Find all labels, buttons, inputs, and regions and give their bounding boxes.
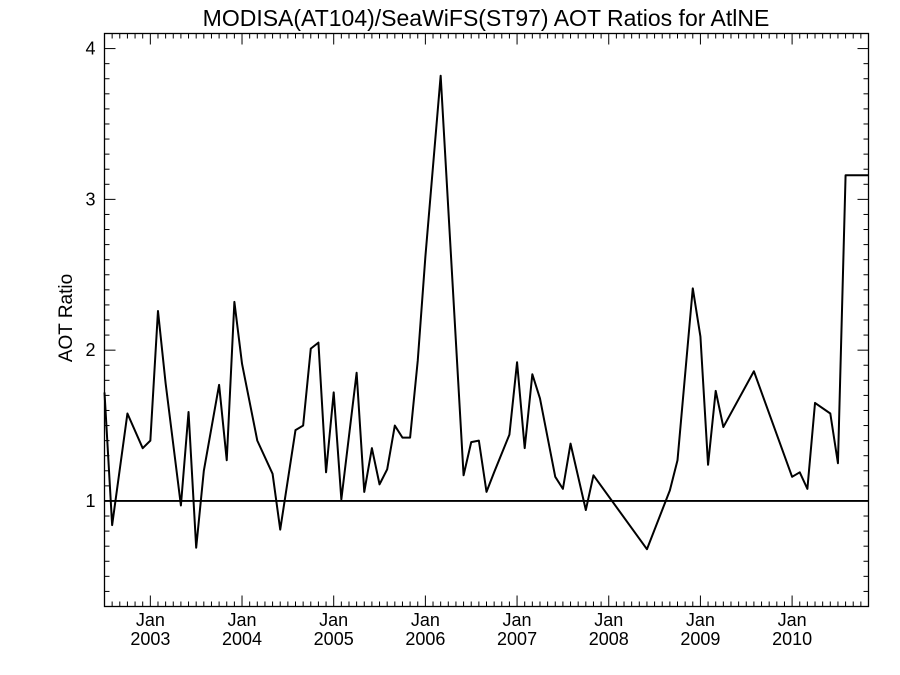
y-tick-label: 3	[85, 189, 95, 209]
plot-frame	[103, 32, 870, 608]
x-tick-year-label: 2007	[497, 629, 537, 649]
x-tick-month-label: Jan	[136, 610, 165, 630]
x-tick-month-label: Jan	[503, 610, 532, 630]
axis-ticks	[104, 33, 869, 607]
x-tick-month-label: Jan	[686, 610, 715, 630]
aot-ratio-series-line	[103, 74, 869, 551]
x-tick-year-label: 2006	[405, 629, 445, 649]
y-tick-label: 4	[85, 39, 95, 59]
x-tick-year-label: 2003	[130, 629, 170, 649]
x-tick-month-label: Jan	[594, 610, 623, 630]
y-tick-label: 1	[85, 491, 95, 511]
tick-labels: 1234Jan2003Jan2004Jan2005Jan2006Jan2007J…	[85, 39, 812, 649]
x-tick-month-label: Jan	[411, 610, 440, 630]
x-tick-year-label: 2004	[222, 629, 262, 649]
x-tick-month-label: Jan	[228, 610, 257, 630]
data-marks	[103, 74, 869, 551]
x-tick-year-label: 2010	[772, 629, 812, 649]
x-tick-month-label: Jan	[778, 610, 807, 630]
x-tick-year-label: 2005	[314, 629, 354, 649]
chart-title: MODISA(AT104)/SeaWiFS(ST97) AOT Ratios f…	[203, 5, 770, 31]
x-tick-year-label: 2008	[589, 629, 629, 649]
y-axis-label: AOT Ratio	[56, 274, 77, 362]
y-tick-label: 2	[85, 340, 95, 360]
x-tick-year-label: 2009	[680, 629, 720, 649]
x-tick-month-label: Jan	[319, 610, 348, 630]
